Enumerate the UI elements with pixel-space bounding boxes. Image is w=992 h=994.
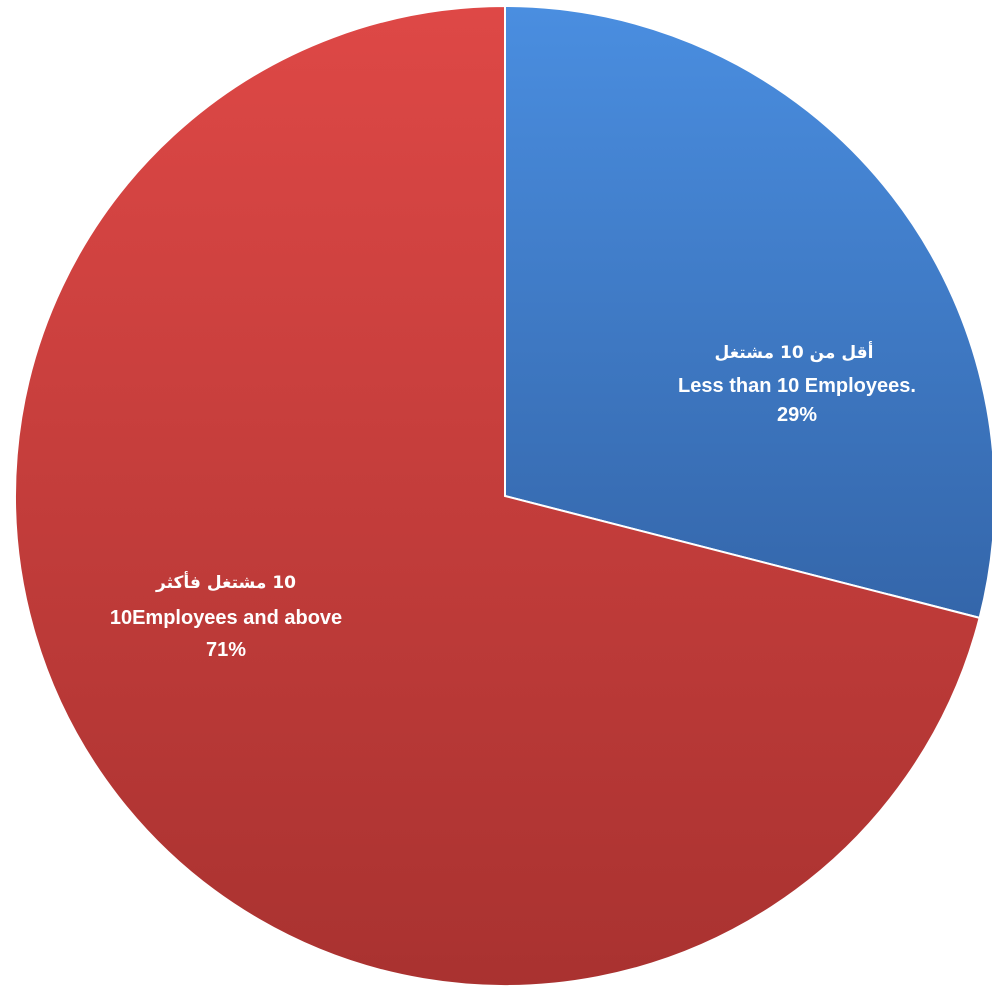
pie-slice-10-and-above — [14, 4, 981, 987]
slice-label-en-10-and-above: 10Employees and above — [110, 607, 342, 629]
pie-slice-less-than-10 — [504, 4, 992, 620]
slice-percent-10-and-above: 71% — [206, 639, 246, 661]
slice-label-ar-less-than-10: أقل من 10 مشتغل — [715, 341, 874, 363]
slice-label-ar-10-and-above: 10 مشتغل فأكثر — [155, 571, 296, 593]
slice-percent-less-than-10: 29% — [777, 404, 817, 426]
slice-label-en-less-than-10: Less than 10 Employees. — [678, 375, 916, 397]
